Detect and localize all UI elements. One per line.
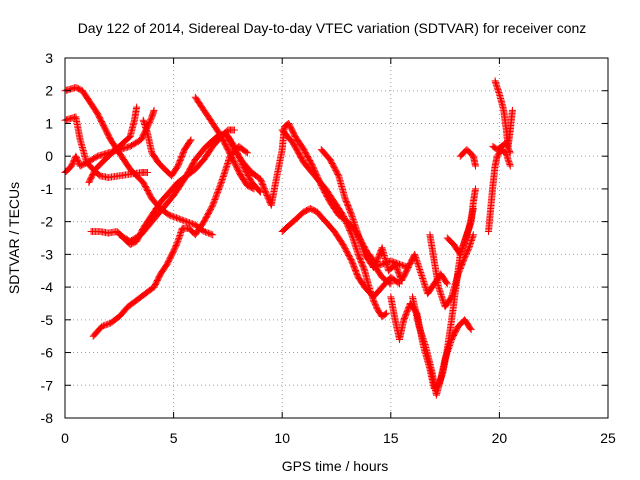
data-track (87, 126, 238, 248)
y-tick-label: 1 (45, 115, 53, 131)
data-point (506, 148, 514, 155)
data-point (506, 162, 514, 170)
data-point (230, 126, 238, 134)
data-point (256, 188, 264, 196)
data-track (89, 142, 251, 340)
data-point (443, 280, 451, 288)
data-track (85, 103, 141, 186)
data-point (167, 212, 175, 220)
data-point (506, 149, 514, 157)
data-point (186, 137, 194, 145)
data-point (209, 231, 217, 239)
y-tick-label: -1 (41, 181, 54, 197)
data-point (469, 231, 477, 239)
x-tick-label: 5 (170, 430, 178, 446)
data-point (210, 197, 218, 205)
data-track (426, 231, 477, 311)
data-point (186, 219, 193, 227)
data-point (98, 322, 106, 330)
x-tick-label: 10 (274, 430, 290, 446)
data-point (101, 321, 109, 329)
data-point (256, 187, 263, 195)
data-track (191, 93, 258, 193)
data-point (243, 149, 251, 157)
data-track (489, 139, 514, 157)
plot-frame (64, 57, 609, 419)
data-point (133, 103, 141, 111)
data-point (382, 309, 390, 317)
data-point (175, 215, 183, 223)
y-tick-label: 3 (45, 50, 53, 66)
data-point (250, 185, 258, 193)
data-point (170, 213, 178, 221)
y-tick-label: -6 (41, 345, 54, 361)
data-track (278, 205, 403, 301)
y-tick-label: -8 (41, 410, 54, 426)
data-point (443, 279, 450, 287)
data-point (188, 220, 196, 228)
data-point (467, 326, 475, 334)
data-point (381, 310, 389, 318)
data-point (387, 257, 395, 265)
data-point (144, 169, 152, 177)
data-track (443, 185, 480, 258)
y-tick-label: -3 (41, 246, 54, 262)
data-point (472, 185, 480, 193)
data-track (317, 146, 412, 271)
data-track (485, 146, 514, 235)
data-point (150, 106, 158, 114)
data-track (365, 244, 451, 298)
x-tick-label: 15 (383, 430, 399, 446)
y-tick-label: -2 (41, 214, 54, 230)
data-point (249, 184, 257, 192)
data-track (491, 77, 516, 150)
y-tick-label: -4 (41, 279, 54, 295)
x-tick-label: 20 (492, 430, 508, 446)
chart-title: Day 122 of 2014, Sidereal Day-to-day VTE… (78, 20, 587, 36)
data-point (203, 229, 211, 236)
x-tick-label: 0 (61, 430, 69, 446)
y-tick-label: 2 (45, 83, 53, 99)
x-tick-label: 25 (600, 430, 616, 446)
data-point (173, 239, 181, 247)
data-track (456, 146, 480, 170)
data-track (409, 293, 475, 399)
grid-lines (65, 58, 608, 418)
data-point (466, 324, 474, 332)
x-axis-label: GPS time / hours (282, 458, 389, 474)
data-point (347, 229, 355, 237)
data-point (187, 136, 195, 144)
data-track (61, 113, 152, 181)
y-tick-label: -5 (41, 312, 54, 328)
data-point (104, 320, 112, 328)
data-point (217, 180, 225, 188)
data-points (61, 77, 516, 399)
axis-ticks: 0 5 10 15 20 25 -8 -7 -6 -5 -4 -3 -2 -1 0 1 2 3 (41, 50, 616, 446)
data-track (387, 205, 477, 392)
data-point (242, 148, 250, 156)
data-point (183, 218, 191, 226)
data-point (214, 187, 222, 195)
data-point (207, 230, 215, 238)
data-point (206, 230, 214, 238)
y-axis-label: SDTVAR / TECUs (6, 182, 22, 294)
y-tick-label: 0 (45, 148, 53, 164)
data-point (180, 217, 188, 224)
data-track (278, 126, 390, 320)
data-point (421, 339, 428, 347)
data-point (472, 162, 480, 170)
data-track (139, 116, 195, 180)
data-point (215, 184, 223, 192)
data-point (173, 214, 180, 222)
y-tick-label: -7 (41, 377, 54, 393)
data-point (508, 106, 516, 114)
